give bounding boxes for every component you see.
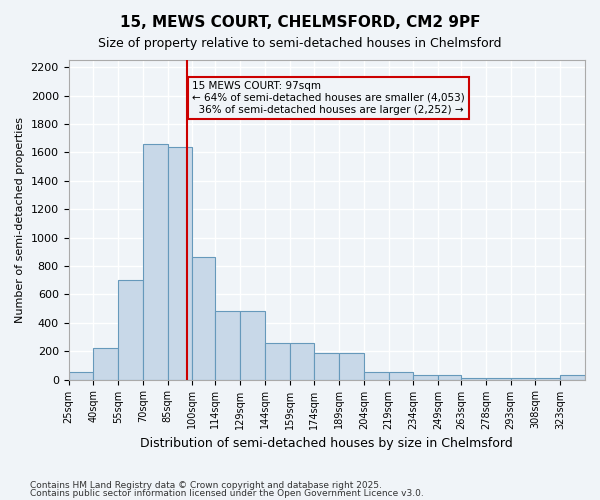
Bar: [438, 374, 461, 380]
Text: 15 MEWS COURT: 97sqm
← 64% of semi-detached houses are smaller (4,053)
  36% of : 15 MEWS COURT: 97sqm ← 64% of semi-detac…: [192, 82, 465, 114]
Bar: [364, 372, 389, 380]
Bar: [215, 312, 240, 380]
Bar: [511, 378, 535, 380]
X-axis label: Distribution of semi-detached houses by size in Chelmsford: Distribution of semi-detached houses by …: [140, 437, 513, 450]
Bar: [167, 146, 192, 380]
Bar: [389, 372, 413, 380]
Bar: [290, 342, 314, 380]
Bar: [93, 348, 118, 380]
Bar: [461, 378, 486, 380]
Bar: [413, 374, 438, 380]
Bar: [143, 144, 167, 380]
Bar: [339, 354, 364, 380]
Bar: [560, 376, 585, 380]
Bar: [118, 280, 143, 380]
Bar: [535, 378, 560, 380]
Bar: [265, 342, 290, 380]
Text: 15, MEWS COURT, CHELMSFORD, CM2 9PF: 15, MEWS COURT, CHELMSFORD, CM2 9PF: [120, 15, 480, 30]
Bar: [314, 354, 339, 380]
Text: Contains HM Land Registry data © Crown copyright and database right 2025.: Contains HM Land Registry data © Crown c…: [30, 481, 382, 490]
Text: Size of property relative to semi-detached houses in Chelmsford: Size of property relative to semi-detach…: [98, 38, 502, 51]
Bar: [68, 372, 93, 380]
Bar: [486, 378, 511, 380]
Bar: [240, 312, 265, 380]
Bar: [192, 258, 215, 380]
Text: Contains public sector information licensed under the Open Government Licence v3: Contains public sector information licen…: [30, 488, 424, 498]
Y-axis label: Number of semi-detached properties: Number of semi-detached properties: [15, 117, 25, 323]
